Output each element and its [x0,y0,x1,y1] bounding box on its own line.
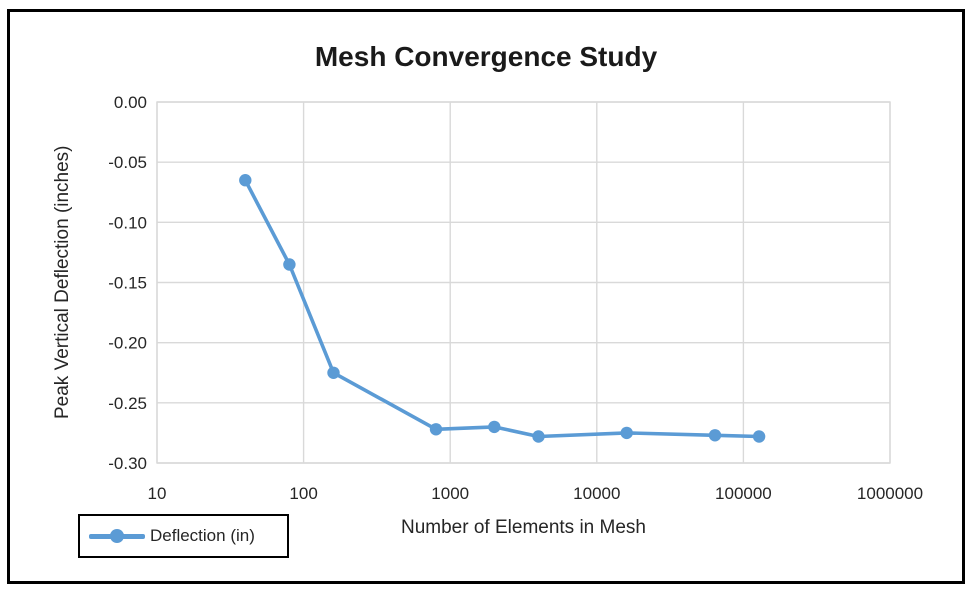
series-marker [532,430,545,443]
legend-label: Deflection (in) [150,526,255,545]
chart-frame [7,9,965,584]
series-marker [488,420,501,434]
series-marker [327,366,340,379]
series-marker [752,430,766,443]
legend-box: Deflection (in) [78,514,289,558]
y-tick-label: -0.30 [108,454,147,473]
series-line [243,178,761,439]
legend-line-marker-icon [89,528,145,544]
x-tick-label: 10 [148,484,167,503]
x-tick-label: 1000 [431,484,469,503]
plot-area-border [156,101,891,464]
chart-title: Mesh Convergence Study [314,41,658,72]
legend-marker-dot-icon [110,529,124,543]
x-tick-label: 1000000 [857,484,923,503]
y-tick-label: -0.10 [108,213,147,232]
x-tick-label: 100000 [715,484,772,503]
x-tick-label: 100 [289,484,317,503]
y-tick-label: 0.00 [114,93,147,112]
series-marker [429,423,443,436]
series-marker [708,429,722,442]
y-tick-label: -0.20 [108,334,147,353]
x-axis-title: Number of Elements in Mesh [401,517,646,538]
series-marker [620,426,633,440]
series-marker [239,174,252,187]
x-tick-label: 10000 [573,484,620,503]
series-marker [283,258,296,271]
y-tick-label: -0.15 [108,274,147,293]
y-tick-label: -0.25 [108,394,147,413]
y-tick-label: -0.05 [108,153,147,172]
